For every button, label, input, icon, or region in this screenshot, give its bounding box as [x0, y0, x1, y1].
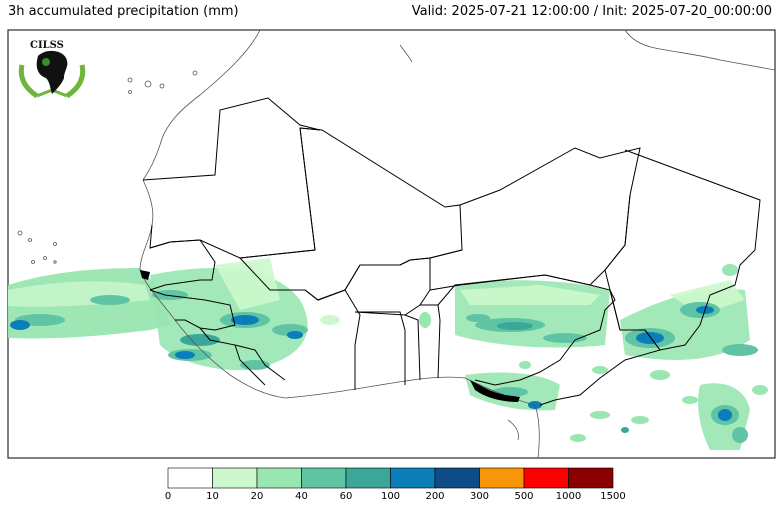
colorbar-tick-label: 0	[164, 491, 172, 502]
niger-delta	[470, 380, 520, 402]
cilss-logo-text: CILSS	[30, 40, 64, 51]
colorbar-swatch	[479, 467, 525, 489]
colorbar-swatch	[523, 467, 569, 489]
colorbar-swatch	[167, 467, 213, 489]
colorbar-tick-label: 500	[514, 491, 534, 502]
colorbar	[167, 467, 614, 489]
colorbar-swatch	[301, 467, 347, 489]
country-borders	[142, 97, 761, 406]
colorbar-tick-label: 40	[295, 491, 308, 502]
colorbar-swatch	[345, 467, 391, 489]
cilss-logo: CILSS	[18, 40, 86, 99]
colorbar-tick-label: 100	[380, 491, 401, 502]
colorbar-tick-label: 200	[425, 491, 445, 502]
colorbar-tick-label: 1500	[600, 491, 626, 502]
colorbar-tick-label: 1000	[555, 491, 582, 502]
coastlines	[17, 29, 776, 459]
colorbar-swatch	[212, 467, 258, 489]
colorbar-tick-label: 20	[250, 491, 264, 502]
colorbar-swatch	[256, 467, 302, 489]
colorbar-swatch	[390, 467, 436, 489]
map-frame	[7, 29, 776, 459]
colorbar-swatch	[434, 467, 480, 489]
colorbar-tick-label: 60	[339, 491, 353, 502]
valid-init-time: Valid: 2025-07-21 12:00:00 / Init: 2025-…	[411, 4, 772, 19]
coast-detail	[140, 270, 150, 280]
map-title: 3h accumulated precipitation (mm)	[8, 4, 239, 19]
colorbar-tick-label: 10	[206, 491, 219, 502]
colorbar-tick-label: 300	[469, 491, 490, 502]
colorbar-swatch	[568, 467, 614, 489]
